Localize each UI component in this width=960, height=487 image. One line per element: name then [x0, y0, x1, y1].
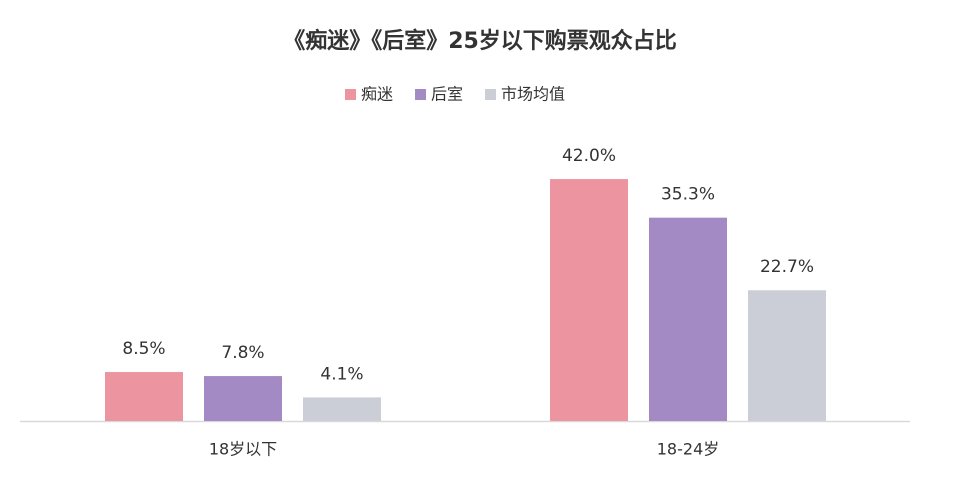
bar — [105, 372, 183, 421]
legend-label: 市场均值 — [501, 85, 565, 104]
data-label: 7.8% — [221, 343, 264, 363]
x-tick-label: 18-24岁 — [657, 440, 720, 459]
data-label: 8.5% — [122, 339, 165, 359]
data-label: 22.7% — [760, 257, 814, 277]
bar — [748, 290, 826, 421]
data-label: 35.3% — [661, 185, 715, 205]
chart-title: 《痴迷》《后室》25岁以下购票观众占比 — [283, 28, 677, 54]
bar — [303, 397, 381, 421]
legend-swatch — [345, 89, 356, 100]
bar — [649, 217, 727, 421]
bar — [204, 376, 282, 421]
legend-swatch — [485, 89, 497, 100]
x-tick-label: 18岁以下 — [209, 440, 277, 459]
data-label: 4.1% — [320, 364, 363, 384]
bar — [550, 179, 628, 421]
legend-label: 后室 — [431, 85, 463, 104]
legend-label: 痴迷 — [361, 85, 393, 104]
data-label: 42.0% — [562, 146, 616, 166]
legend-swatch — [415, 89, 427, 100]
